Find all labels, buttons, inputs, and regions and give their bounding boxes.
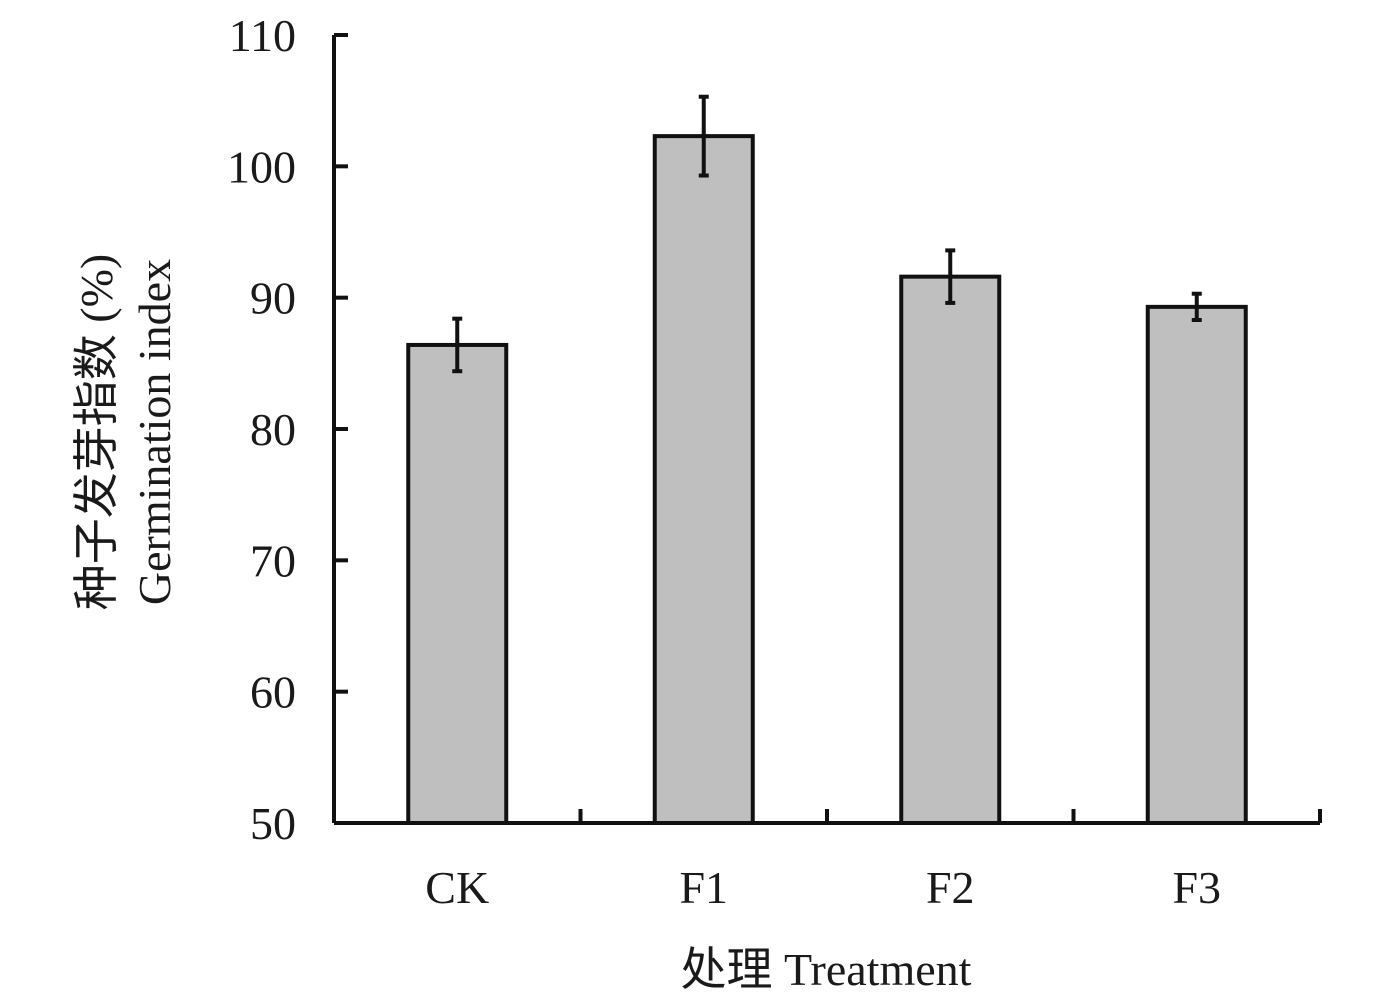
y-tick-label-70: 70 [250,535,296,586]
x-axis-label: 处理 Treatment [681,944,972,995]
x-tick-label-ck: CK [425,862,489,913]
x-tick-label-f2: F2 [926,862,975,913]
x-tick-label-f1: F1 [679,862,728,913]
y-tick-label-50: 50 [250,798,296,849]
bar-f1 [652,134,755,826]
plot-area: CK F1 F2 F3 50 60 70 80 90 100 110 [227,10,1322,913]
y-tick-label-80: 80 [250,404,296,455]
y-axis-label-line1: 种子发芽指数 (%) [71,254,122,610]
bar-f2 [899,274,1002,825]
y-tick-label-60: 60 [250,667,296,718]
y-tick-label-90: 90 [250,273,296,324]
bar-ck [406,342,509,825]
y-axis-label-line2: Germination index [129,259,180,605]
y-tick-label-100: 100 [227,141,296,192]
bar-f3 [1145,304,1248,825]
x-tick-label-f3: F3 [1172,862,1221,913]
y-tick-label-110: 110 [229,10,296,61]
